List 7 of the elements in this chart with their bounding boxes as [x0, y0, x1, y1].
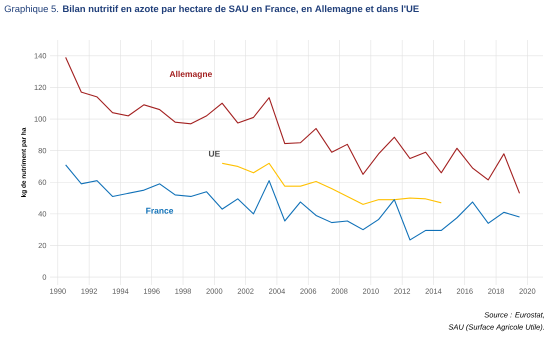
line-series [65, 164, 520, 240]
line-series [65, 56, 520, 194]
line-series [222, 162, 442, 205]
text: Allemagne [170, 70, 212, 79]
series-label: UE [208, 150, 220, 157]
chart-title: Graphique 5. Bilan nutritif en azote par hectare de SAU en France, en Allemagne et dans l'UE [4, 5, 419, 14]
series-label: France [146, 208, 174, 214]
